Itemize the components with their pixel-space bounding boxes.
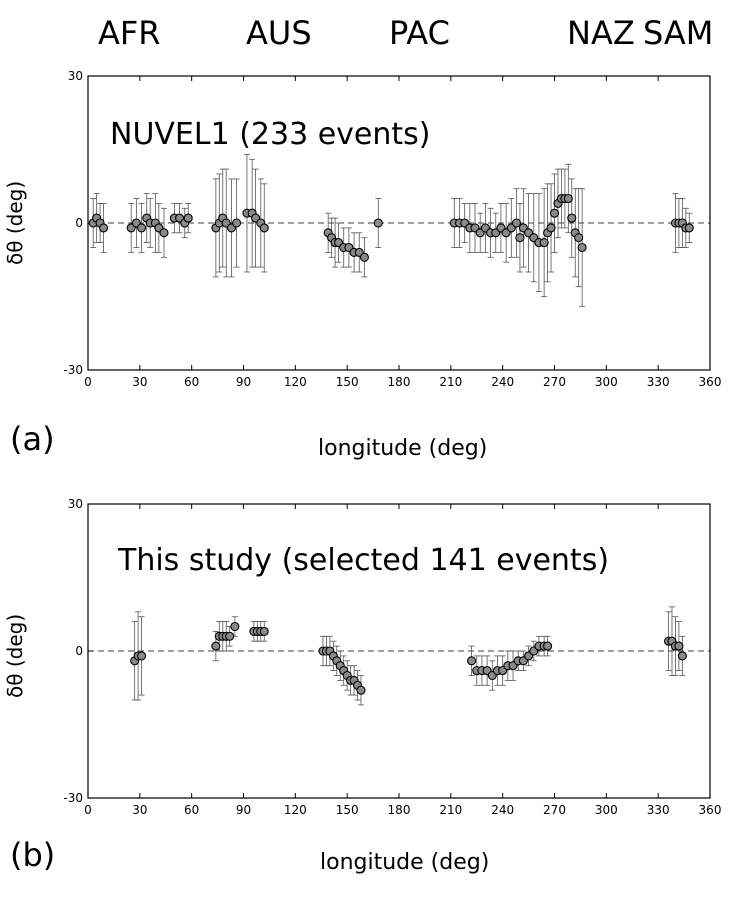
x-tick-label: 240 <box>491 375 514 389</box>
data-point <box>684 223 694 233</box>
x-tick-label: 150 <box>336 375 359 389</box>
plate-label-pac: PAC <box>389 14 450 52</box>
data-point <box>230 621 240 632</box>
x-tick-label: 240 <box>491 803 514 817</box>
data-point <box>356 685 366 695</box>
data-point <box>232 218 242 228</box>
x-tick-label: 300 <box>595 803 618 817</box>
plate-label-afr: AFR <box>98 14 161 52</box>
y-tick-label: 30 <box>68 69 83 83</box>
x-tick-label: 30 <box>132 375 147 389</box>
data-point <box>511 218 522 228</box>
plate-label-naz: NAZ <box>567 14 635 52</box>
x-tick-label: 150 <box>336 803 359 817</box>
y-tick-label: -30 <box>63 363 83 377</box>
data-point <box>549 208 560 218</box>
y-tick-label: -30 <box>63 791 83 805</box>
data-point <box>373 218 383 228</box>
x-tick-label: 330 <box>647 803 670 817</box>
data-point <box>677 651 687 661</box>
x-tick-label: 0 <box>84 803 92 817</box>
data-point <box>137 651 147 661</box>
plot-annotation: This study (selected 141 events) <box>117 543 609 578</box>
x-tick-label: 30 <box>132 803 147 817</box>
x-tick-label: 60 <box>184 375 199 389</box>
data-point <box>259 223 269 233</box>
panel-letter-a: (a) <box>10 420 55 458</box>
x-axis-label-a: longitude (deg) <box>318 436 488 461</box>
x-tick-label: 120 <box>284 803 307 817</box>
data-point <box>137 223 147 233</box>
data-point <box>543 641 553 651</box>
plate-label-sam: SAM <box>643 14 714 52</box>
x-tick-label: 0 <box>84 375 92 389</box>
data-point <box>577 242 587 253</box>
y-tick-label: 0 <box>75 216 83 230</box>
x-tick-label: 120 <box>284 375 307 389</box>
x-tick-label: 210 <box>439 803 462 817</box>
x-tick-label: 360 <box>699 375 722 389</box>
x-tick-label: 360 <box>699 803 722 817</box>
data-point <box>99 223 109 233</box>
data-point <box>539 238 549 248</box>
x-tick-label: 180 <box>388 803 411 817</box>
chart-panel-a: NUVEL1 (233 events) δθ (deg) 0 30 60 90 120 1… <box>3 69 722 389</box>
data-point <box>259 626 269 636</box>
y-axis-label: δθ (deg) <box>3 181 27 265</box>
data-point <box>574 233 584 243</box>
x-tick-label: 60 <box>184 803 199 817</box>
panel-letter-b: (b) <box>10 836 56 874</box>
x-tick-label: 270 <box>543 803 566 817</box>
data-point <box>567 213 577 223</box>
x-tick-label: 210 <box>439 375 462 389</box>
plot-annotation: NUVEL1 (233 events) <box>110 117 431 152</box>
data-point <box>515 233 525 243</box>
y-axis-label: δθ (deg) <box>3 614 27 698</box>
y-tick-label: 0 <box>75 644 83 658</box>
x-tick-label: 90 <box>236 803 251 817</box>
data-point <box>225 631 235 641</box>
x-tick-label: 300 <box>595 375 618 389</box>
chart-panel-b: This study (selected 141 events) δθ (deg… <box>3 497 722 817</box>
x-tick-label: 330 <box>647 375 670 389</box>
x-tick-label: 270 <box>543 375 566 389</box>
data-point <box>359 252 369 262</box>
x-tick-label: 90 <box>236 375 251 389</box>
data-point <box>563 193 573 204</box>
plate-label-aus: AUS <box>246 14 312 52</box>
data-point <box>183 213 193 223</box>
data-point <box>159 228 169 238</box>
data-point <box>467 656 477 666</box>
data-point <box>211 641 221 651</box>
data-point <box>546 223 556 233</box>
data-point <box>674 641 684 651</box>
y-tick-label: 30 <box>68 497 83 511</box>
x-tick-label: 180 <box>388 375 411 389</box>
x-axis-label-b: longitude (deg) <box>320 850 490 875</box>
